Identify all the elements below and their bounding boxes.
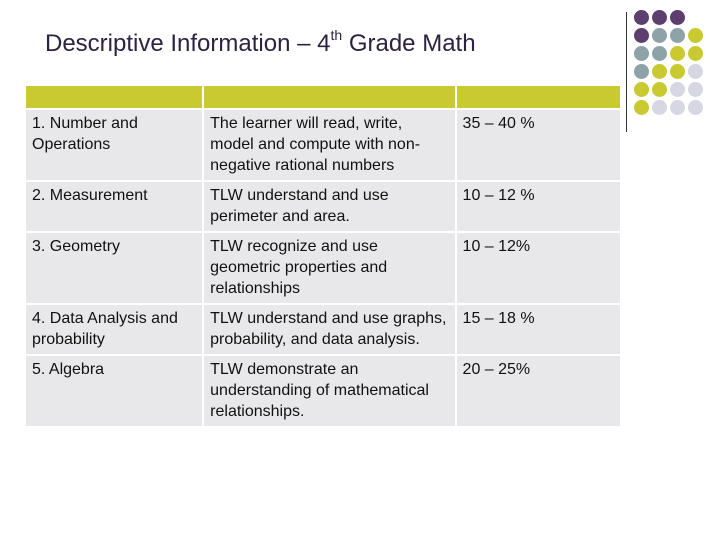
decorative-dot xyxy=(670,28,685,43)
title-text-end: Grade Math xyxy=(342,30,476,57)
decorative-dot xyxy=(652,28,667,43)
table-row: 2. Measurement TLW understand and use pe… xyxy=(23,180,623,233)
percent-cell: 35 – 40 % xyxy=(454,108,623,182)
description-cell: TLW understand and use perimeter and are… xyxy=(202,180,457,233)
description-cell: The learner will read, write, model and … xyxy=(202,108,457,182)
decorative-dot xyxy=(652,100,667,115)
description-cell: TLW understand and use graphs, probabili… xyxy=(202,303,457,356)
table-row: 4. Data Analysis and probability TLW und… xyxy=(23,303,623,356)
decorative-dot xyxy=(670,82,685,97)
decorative-dot xyxy=(652,10,667,25)
title-superscript: th xyxy=(330,27,343,43)
percent-cell: 15 – 18 % xyxy=(454,303,623,356)
decorative-dot xyxy=(670,64,685,79)
decorative-dot xyxy=(634,10,649,25)
decorative-dot xyxy=(634,28,649,43)
decorative-dot xyxy=(688,28,703,43)
percent-cell: 20 – 25% xyxy=(454,354,623,428)
header-cell xyxy=(23,84,205,110)
decorative-dot xyxy=(634,46,649,61)
decorative-dot xyxy=(652,64,667,79)
table-row: 3. Geometry TLW recognize and use geomet… xyxy=(23,231,623,305)
math-strands-table: 1. Number and Operations The learner wil… xyxy=(23,84,623,428)
description-cell: TLW demonstrate an understanding of math… xyxy=(202,354,457,428)
decorative-dot xyxy=(670,46,685,61)
decorative-dot xyxy=(652,82,667,97)
header-cell xyxy=(454,84,623,110)
description-cell: TLW recognize and use geometric properti… xyxy=(202,231,457,305)
decorative-dot xyxy=(670,100,685,115)
strand-cell: 1. Number and Operations xyxy=(23,108,205,182)
title-text-start: Descriptive Information – 4 xyxy=(45,30,331,57)
strand-cell: 4. Data Analysis and probability xyxy=(23,303,205,356)
strand-cell: 2. Measurement xyxy=(23,180,205,233)
decorative-dot xyxy=(634,100,649,115)
header-cell xyxy=(202,84,457,110)
decorative-dot xyxy=(688,64,703,79)
percent-cell: 10 – 12% xyxy=(454,231,623,305)
decorative-dot xyxy=(688,82,703,97)
decorative-dot-grid xyxy=(634,10,714,120)
strand-cell: 5. Algebra xyxy=(23,354,205,428)
slide-title: Descriptive Information – 4th Grade Math xyxy=(45,27,476,58)
table-row: 5. Algebra TLW demonstrate an understand… xyxy=(23,354,623,428)
table-row: 1. Number and Operations The learner wil… xyxy=(23,108,623,182)
percent-cell: 10 – 12 % xyxy=(454,180,623,233)
decorative-dot xyxy=(688,46,703,61)
table-header-row xyxy=(23,84,623,110)
decorative-dot xyxy=(670,10,685,25)
decorative-dot xyxy=(652,46,667,61)
decorative-divider-line xyxy=(626,12,627,132)
decorative-dot xyxy=(634,82,649,97)
strand-cell: 3. Geometry xyxy=(23,231,205,305)
decorative-dot xyxy=(688,100,703,115)
decorative-dot xyxy=(634,64,649,79)
